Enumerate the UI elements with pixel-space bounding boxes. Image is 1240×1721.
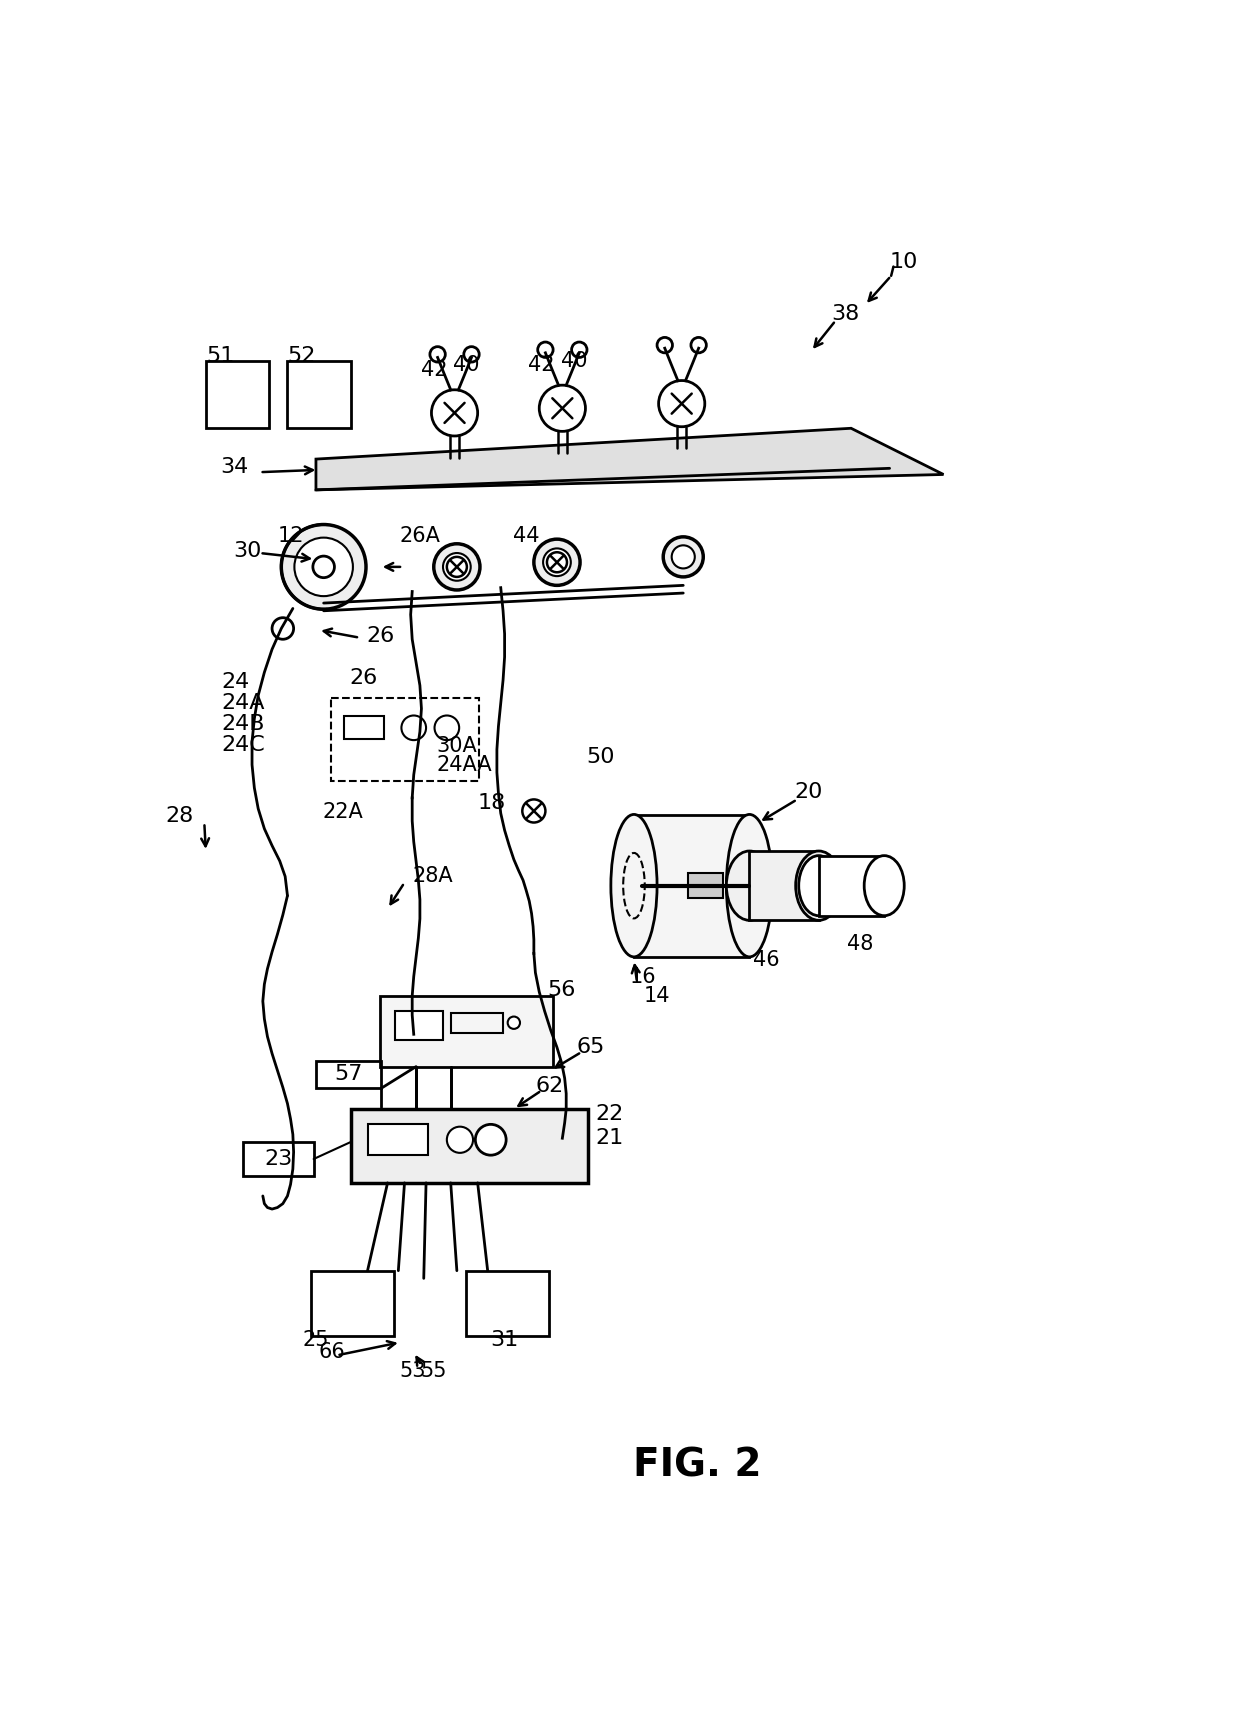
Bar xyxy=(688,873,723,898)
Text: 50: 50 xyxy=(587,747,615,768)
Bar xyxy=(634,814,749,957)
Bar xyxy=(331,697,479,781)
Circle shape xyxy=(657,337,672,353)
Text: 34: 34 xyxy=(221,456,249,477)
Text: 22: 22 xyxy=(595,1103,624,1124)
Text: 25: 25 xyxy=(303,1330,330,1349)
Circle shape xyxy=(691,337,707,353)
Bar xyxy=(243,1143,314,1175)
Circle shape xyxy=(446,1127,472,1153)
Text: 14: 14 xyxy=(644,986,671,1005)
Text: 52: 52 xyxy=(288,346,316,367)
Circle shape xyxy=(434,716,459,740)
Text: 26A: 26A xyxy=(399,527,440,546)
Text: 28A: 28A xyxy=(412,866,453,886)
Ellipse shape xyxy=(799,855,838,916)
Text: 65: 65 xyxy=(577,1038,605,1057)
Circle shape xyxy=(522,800,546,823)
Circle shape xyxy=(475,1124,506,1155)
Text: 66: 66 xyxy=(319,1341,345,1361)
Circle shape xyxy=(434,544,480,590)
Circle shape xyxy=(534,539,580,585)
Ellipse shape xyxy=(611,814,657,957)
Circle shape xyxy=(666,389,697,418)
Text: 21: 21 xyxy=(595,1129,624,1148)
Text: 24AA: 24AA xyxy=(436,756,492,774)
Text: 26: 26 xyxy=(350,668,377,688)
Text: 18: 18 xyxy=(477,793,506,814)
Text: 23: 23 xyxy=(264,1150,293,1169)
Circle shape xyxy=(446,558,467,577)
Text: 40: 40 xyxy=(560,351,588,370)
Text: 51: 51 xyxy=(206,346,234,367)
Circle shape xyxy=(402,716,427,740)
Text: 48: 48 xyxy=(847,935,873,953)
Circle shape xyxy=(432,389,477,435)
Text: 24A: 24A xyxy=(221,694,265,712)
Text: 10: 10 xyxy=(889,251,918,272)
Ellipse shape xyxy=(796,850,842,921)
Circle shape xyxy=(507,1017,520,1029)
Text: 30: 30 xyxy=(233,542,262,561)
Circle shape xyxy=(547,552,567,573)
Text: 38: 38 xyxy=(832,305,859,324)
Bar xyxy=(206,360,269,429)
Circle shape xyxy=(672,546,694,568)
Text: 24: 24 xyxy=(221,673,249,692)
Text: 44: 44 xyxy=(513,527,539,546)
Circle shape xyxy=(312,556,335,578)
Circle shape xyxy=(439,398,470,429)
Polygon shape xyxy=(316,429,944,490)
Bar xyxy=(367,1124,428,1155)
Bar xyxy=(316,1062,382,1088)
Circle shape xyxy=(658,380,704,427)
Bar xyxy=(396,1012,443,1041)
Text: 42: 42 xyxy=(528,355,554,375)
Bar xyxy=(288,360,351,429)
Bar xyxy=(345,716,384,740)
Text: 62: 62 xyxy=(536,1076,563,1096)
Circle shape xyxy=(539,386,585,432)
Text: 56: 56 xyxy=(547,981,575,1000)
Text: 24C: 24C xyxy=(221,735,265,756)
Bar xyxy=(310,1270,394,1335)
Text: 12: 12 xyxy=(278,527,304,546)
Bar xyxy=(818,855,884,916)
Text: FIG. 2: FIG. 2 xyxy=(632,1446,761,1485)
Ellipse shape xyxy=(727,850,773,921)
Text: 46: 46 xyxy=(753,950,780,969)
Circle shape xyxy=(430,346,445,361)
Circle shape xyxy=(663,537,703,577)
Bar xyxy=(450,1014,503,1033)
Ellipse shape xyxy=(727,814,773,957)
Circle shape xyxy=(272,618,294,638)
Text: 24B: 24B xyxy=(221,714,265,733)
Bar xyxy=(351,1108,588,1182)
Text: 26: 26 xyxy=(366,626,394,645)
Text: 16: 16 xyxy=(630,967,656,986)
Ellipse shape xyxy=(864,855,904,916)
Text: 57: 57 xyxy=(334,1064,362,1084)
Circle shape xyxy=(572,342,587,358)
Circle shape xyxy=(443,552,471,580)
Text: 53: 53 xyxy=(399,1361,425,1380)
Bar xyxy=(466,1270,549,1335)
Bar xyxy=(749,850,818,921)
Text: 42: 42 xyxy=(420,360,446,380)
Text: 31: 31 xyxy=(491,1330,518,1349)
Circle shape xyxy=(294,537,353,595)
Circle shape xyxy=(464,346,479,361)
Text: 40: 40 xyxy=(453,355,480,375)
Circle shape xyxy=(547,392,578,423)
Text: 20: 20 xyxy=(795,781,823,802)
Bar xyxy=(379,996,553,1067)
Text: 28: 28 xyxy=(165,807,193,826)
Circle shape xyxy=(281,525,366,609)
Circle shape xyxy=(538,342,553,358)
Text: 30A: 30A xyxy=(436,735,477,756)
Circle shape xyxy=(543,549,570,577)
Text: 55: 55 xyxy=(420,1361,446,1380)
Text: 22A: 22A xyxy=(322,802,363,821)
